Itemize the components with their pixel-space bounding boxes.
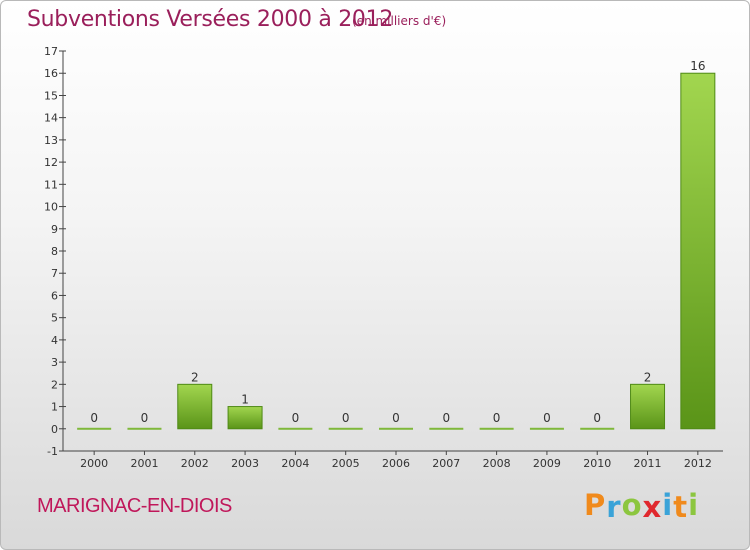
commune-name: MARIGNAC-EN-DIOIS — [37, 495, 232, 517]
data-label: 0 — [442, 411, 450, 425]
logo-letter: P — [584, 488, 607, 522]
bar — [529, 427, 564, 430]
data-label: 0 — [392, 411, 400, 425]
data-label: 0 — [342, 411, 350, 425]
y-tick-label: 10 — [44, 201, 58, 214]
bar — [680, 72, 716, 430]
y-tick-label: 11 — [44, 178, 58, 191]
chart-title: Subventions Versées 2000 à 2012 — [27, 7, 394, 32]
y-tick-label: 17 — [44, 45, 58, 58]
data-label: 1 — [241, 393, 249, 407]
logo-letter: i — [662, 488, 674, 522]
bar — [177, 383, 213, 430]
y-tick-label: 13 — [44, 134, 58, 147]
data-label: 0 — [90, 411, 98, 425]
y-tick-label: 2 — [51, 378, 58, 391]
y-tick-label: 5 — [51, 312, 58, 325]
y-tick-label: 12 — [44, 156, 58, 169]
data-label: 16 — [690, 59, 705, 73]
data-label: 0 — [543, 411, 551, 425]
y-tick-label: 4 — [51, 334, 58, 347]
data-label: 0 — [292, 411, 300, 425]
data-label: 0 — [141, 411, 149, 425]
bar — [278, 427, 313, 430]
data-label: 2 — [644, 370, 652, 384]
proxiti-logo: Proxiti — [584, 488, 700, 524]
y-tick-label: 7 — [51, 267, 58, 280]
x-tick-label: 2000 — [80, 457, 108, 470]
logo-letter: o — [621, 488, 643, 522]
data-label: 2 — [191, 370, 199, 384]
data-label: 0 — [593, 411, 601, 425]
bar — [77, 427, 112, 430]
logo-letter: i — [688, 488, 700, 522]
y-tick-label: 16 — [44, 67, 58, 80]
bar — [429, 427, 464, 430]
bar — [379, 427, 413, 430]
bar — [328, 427, 363, 430]
x-tick-label: 2006 — [382, 457, 410, 470]
x-tick-label: 2005 — [332, 457, 360, 470]
x-tick-label: 2003 — [231, 457, 259, 470]
x-tick-label: 2010 — [583, 457, 611, 470]
y-tick-label: 6 — [51, 289, 58, 302]
x-tick-label: 2008 — [483, 457, 511, 470]
x-tick-label: 2007 — [432, 457, 460, 470]
bar — [479, 427, 514, 430]
y-tick-label: 0 — [51, 423, 58, 436]
x-tick-label: 2009 — [533, 457, 561, 470]
bar — [580, 427, 615, 430]
x-tick-label: 2011 — [634, 457, 662, 470]
y-tick-label: 9 — [51, 223, 58, 236]
y-tick-label: 8 — [51, 245, 58, 258]
logo-letter: r — [606, 490, 622, 524]
y-tick-label: 14 — [44, 112, 58, 125]
y-tick-label: 1 — [51, 401, 58, 414]
bar — [227, 406, 263, 430]
x-tick-label: 2012 — [684, 457, 712, 470]
bar — [630, 383, 666, 430]
logo-letter: t — [673, 490, 689, 524]
data-label: 0 — [493, 411, 501, 425]
y-tick-label: 3 — [51, 356, 58, 369]
y-tick-label: 15 — [44, 89, 58, 102]
y-tick-label: -1 — [47, 445, 58, 458]
x-tick-label: 2002 — [181, 457, 209, 470]
logo-letter: x — [642, 490, 663, 524]
x-tick-label: 2001 — [130, 457, 158, 470]
x-tick-label: 2004 — [281, 457, 309, 470]
bar — [127, 427, 162, 430]
chart-subtitle: (en milliers d'€) — [352, 14, 447, 28]
